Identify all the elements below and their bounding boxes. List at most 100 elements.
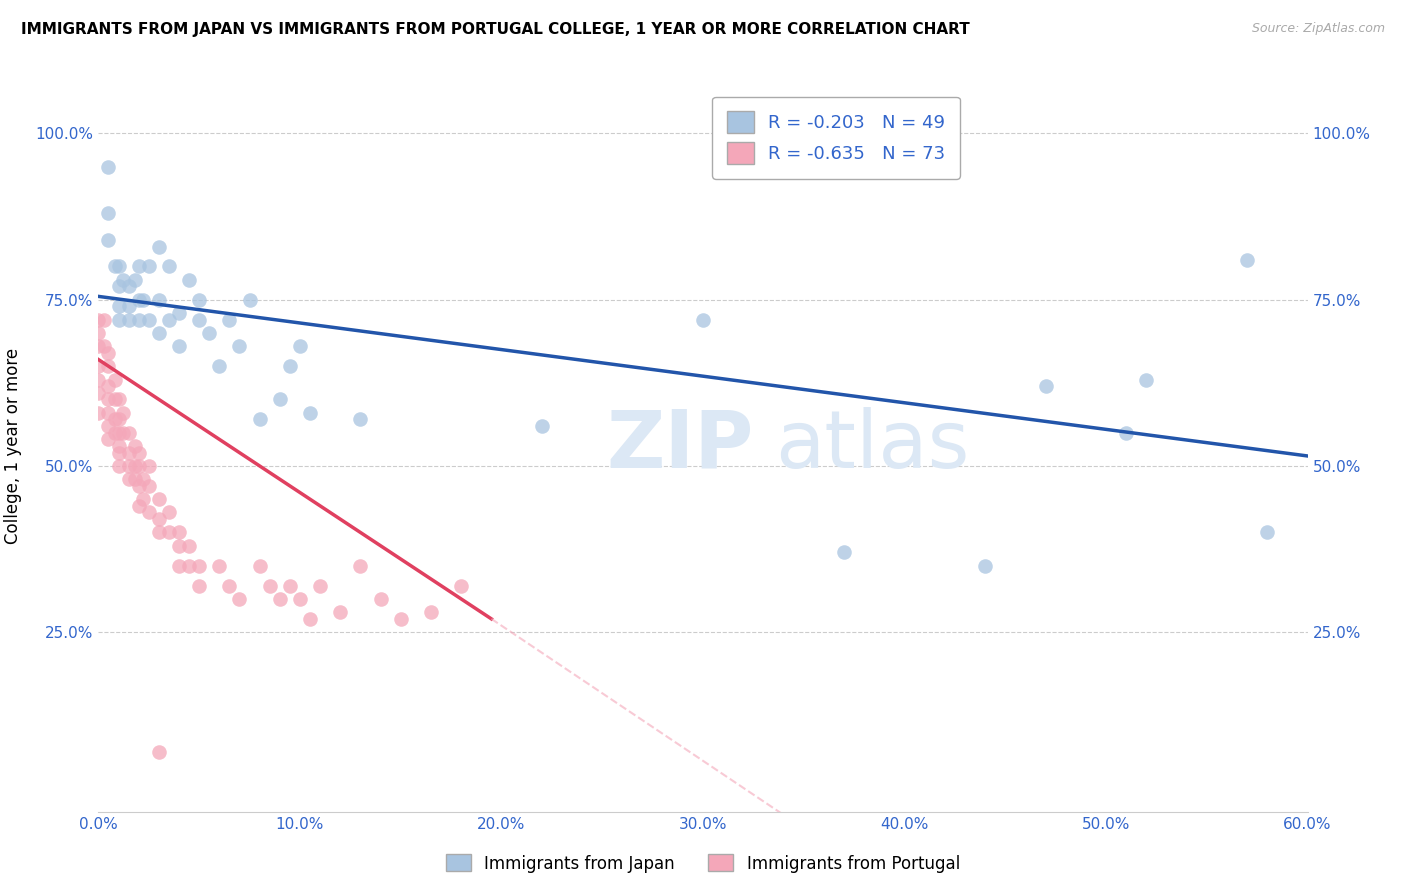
Point — [87, 372, 110, 386]
Point — [1035, 379, 1057, 393]
Point — [103, 425, 125, 440]
Point — [97, 406, 120, 420]
Point — [309, 579, 332, 593]
Point — [87, 326, 110, 340]
Point — [832, 545, 855, 559]
Point — [288, 339, 311, 353]
Point — [259, 579, 281, 593]
Point — [107, 312, 129, 326]
Point — [167, 539, 190, 553]
Point — [198, 326, 221, 340]
Point — [389, 612, 412, 626]
Point — [128, 499, 150, 513]
Point — [157, 506, 180, 520]
Point — [1115, 425, 1137, 440]
Point — [218, 312, 240, 326]
Point — [269, 591, 291, 606]
Point — [124, 458, 146, 473]
Point — [288, 591, 311, 606]
Point — [239, 293, 262, 307]
Point — [107, 412, 129, 426]
Point — [128, 445, 150, 459]
Point — [1135, 372, 1157, 386]
Point — [97, 433, 120, 447]
Point — [692, 312, 714, 326]
Point — [124, 439, 146, 453]
Point — [148, 326, 170, 340]
Point — [1256, 525, 1278, 540]
Point — [138, 479, 160, 493]
Point — [450, 579, 472, 593]
Point — [118, 458, 141, 473]
Point — [118, 279, 141, 293]
Point — [107, 445, 129, 459]
Point — [128, 479, 150, 493]
Point — [128, 458, 150, 473]
Point — [97, 359, 120, 374]
Point — [299, 612, 322, 626]
Point — [103, 412, 125, 426]
Point — [167, 339, 190, 353]
Point — [107, 439, 129, 453]
Point — [103, 392, 125, 407]
Point — [124, 472, 146, 486]
Point — [97, 346, 120, 360]
Point — [97, 206, 120, 220]
Point — [269, 392, 291, 407]
Point — [87, 359, 110, 374]
Point — [1236, 252, 1258, 267]
Y-axis label: College, 1 year or more: College, 1 year or more — [4, 348, 21, 544]
Point — [148, 492, 170, 507]
Point — [97, 392, 120, 407]
Point — [148, 525, 170, 540]
Point — [128, 260, 150, 274]
Point — [349, 558, 371, 573]
Point — [188, 293, 211, 307]
Point — [179, 558, 201, 573]
Point — [107, 279, 129, 293]
Point — [329, 605, 352, 619]
Point — [118, 445, 141, 459]
Point — [208, 359, 231, 374]
Point — [157, 260, 180, 274]
Point — [111, 273, 134, 287]
Point — [167, 306, 190, 320]
Point — [118, 299, 141, 313]
Point — [167, 558, 190, 573]
Point — [93, 312, 115, 326]
Point — [228, 339, 250, 353]
Point — [179, 273, 201, 287]
Point — [107, 425, 129, 440]
Point — [148, 745, 170, 759]
Point — [132, 492, 155, 507]
Point — [188, 579, 211, 593]
Text: Source: ZipAtlas.com: Source: ZipAtlas.com — [1251, 22, 1385, 36]
Text: ZIP: ZIP — [606, 407, 754, 485]
Point — [249, 412, 271, 426]
Point — [97, 160, 120, 174]
Point — [87, 312, 110, 326]
Point — [530, 419, 553, 434]
Point — [87, 385, 110, 400]
Text: IMMIGRANTS FROM JAPAN VS IMMIGRANTS FROM PORTUGAL COLLEGE, 1 YEAR OR MORE CORREL: IMMIGRANTS FROM JAPAN VS IMMIGRANTS FROM… — [21, 22, 970, 37]
Point — [87, 406, 110, 420]
Point — [118, 312, 141, 326]
Point — [218, 579, 240, 593]
Point — [138, 260, 160, 274]
Point — [138, 458, 160, 473]
Point — [97, 419, 120, 434]
Point — [111, 406, 134, 420]
Point — [138, 312, 160, 326]
Point — [148, 239, 170, 253]
Point — [299, 406, 322, 420]
Legend: Immigrants from Japan, Immigrants from Portugal: Immigrants from Japan, Immigrants from P… — [440, 847, 966, 880]
Text: atlas: atlas — [776, 407, 970, 485]
Point — [157, 312, 180, 326]
Point — [124, 273, 146, 287]
Point — [132, 293, 155, 307]
Point — [107, 260, 129, 274]
Point — [228, 591, 250, 606]
Point — [974, 558, 997, 573]
Point — [107, 299, 129, 313]
Point — [167, 525, 190, 540]
